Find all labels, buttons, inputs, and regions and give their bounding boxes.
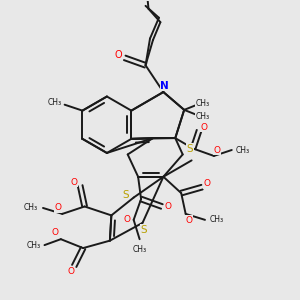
Text: O: O	[68, 267, 75, 276]
Text: CH₃: CH₃	[133, 245, 147, 254]
Text: CH₃: CH₃	[196, 99, 210, 108]
Text: O: O	[114, 50, 122, 60]
Text: O: O	[71, 178, 78, 187]
Text: O: O	[201, 123, 208, 132]
Text: O: O	[165, 202, 172, 211]
Text: N: N	[160, 80, 169, 91]
Text: O: O	[204, 179, 211, 188]
Text: CH₃: CH₃	[196, 112, 210, 121]
Text: CH₃: CH₃	[209, 215, 223, 224]
Text: O: O	[213, 146, 220, 154]
Text: O: O	[124, 215, 130, 224]
Text: O: O	[54, 203, 61, 212]
Text: CH₃: CH₃	[47, 98, 61, 107]
Text: CH₃: CH₃	[26, 241, 40, 250]
Text: CH₃: CH₃	[24, 203, 38, 212]
Text: S: S	[141, 225, 147, 235]
Text: S: S	[122, 190, 129, 200]
Text: O: O	[186, 216, 193, 225]
Text: O: O	[52, 228, 59, 237]
Text: S: S	[187, 144, 194, 154]
Text: CH₃: CH₃	[236, 146, 250, 154]
